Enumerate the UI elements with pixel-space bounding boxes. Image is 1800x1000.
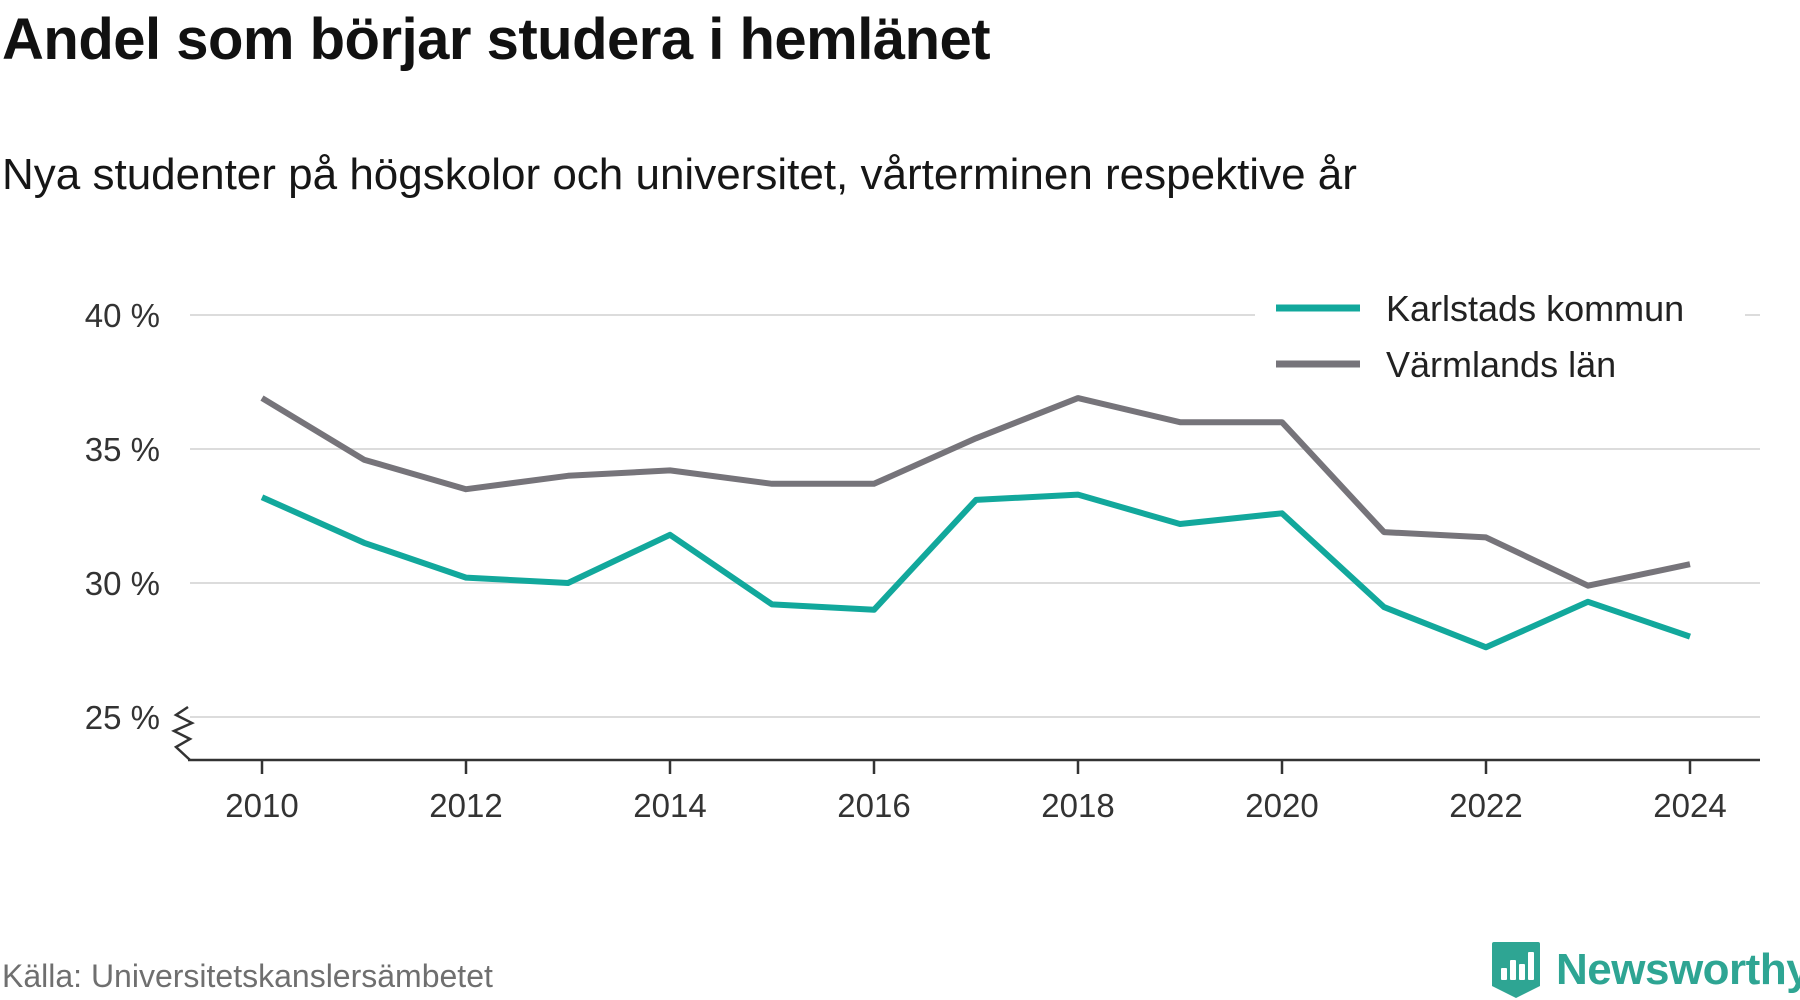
x-axis-ticks: 2010 2012 2014 2016 2018 2020 2022 2024 xyxy=(225,760,1727,824)
legend-label: Karlstads kommun xyxy=(1386,288,1684,329)
x-tick-label: 2022 xyxy=(1449,787,1522,824)
y-tick-label: 30 % xyxy=(85,565,160,602)
newsworthy-logo: Newsworthy xyxy=(1490,940,1800,1000)
source-note: Källa: Universitetskanslersämbetet xyxy=(2,958,493,994)
y-tick-label: 35 % xyxy=(85,431,160,468)
x-tick-label: 2018 xyxy=(1041,787,1114,824)
x-tick-label: 2014 xyxy=(633,787,706,824)
bar-chart-icon xyxy=(1492,942,1540,998)
x-tick-label: 2010 xyxy=(225,787,298,824)
y-axis: 25 % 30 % 35 % 40 % xyxy=(85,297,195,761)
legend-label: Värmlands län xyxy=(1386,344,1616,385)
x-tick-label: 2024 xyxy=(1653,787,1726,824)
y-tick-label: 40 % xyxy=(85,297,160,334)
chart-title: Andel som börjar studera i hemlänet xyxy=(2,7,991,72)
legend: Karlstads kommun Värmlands län xyxy=(1255,282,1745,390)
y-tick-label: 25 % xyxy=(85,699,160,736)
x-tick-label: 2020 xyxy=(1245,787,1318,824)
series-line xyxy=(260,491,1691,651)
x-tick-label: 2016 xyxy=(837,787,910,824)
y-axis-break xyxy=(171,705,195,761)
x-tick-label: 2012 xyxy=(429,787,502,824)
legend-background xyxy=(1255,282,1745,390)
line-chart: 25 % 30 % 35 % 40 % 2010 2012 2014 2016 2018 202… xyxy=(84,282,1760,824)
series-lines xyxy=(260,395,1691,651)
chart-subtitle: Nya studenter på högskolor och universit… xyxy=(2,150,1357,199)
series-line xyxy=(260,395,1691,589)
brand-name: Newsworthy xyxy=(1556,945,1800,994)
